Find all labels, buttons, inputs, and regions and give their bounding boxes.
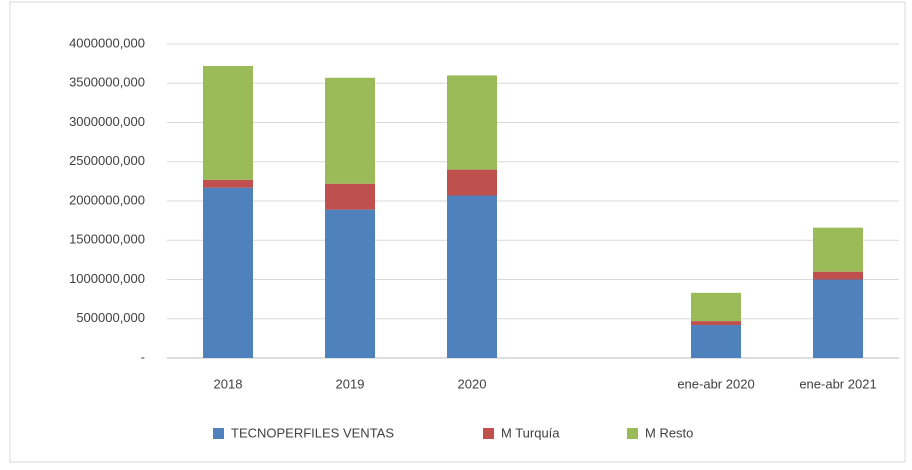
y-tick-label: 500000,000 [76, 310, 145, 325]
bar-segment [325, 77, 375, 184]
legend-label: TECNOPERFILES VENTAS [231, 425, 394, 440]
legend-swatch [627, 428, 638, 439]
y-tick-label: - [141, 349, 145, 364]
bar-segment [447, 195, 497, 358]
bar-segment [325, 209, 375, 358]
bar-segment [813, 271, 863, 280]
legend-label: M Turquía [501, 425, 560, 440]
bar-segment [691, 325, 741, 358]
legend-swatch [213, 428, 224, 439]
y-tick-label: 2000000,000 [69, 192, 145, 207]
bar-segment [447, 75, 497, 170]
bar-segment [813, 227, 863, 272]
legend-label: M Resto [645, 425, 693, 440]
bar-segment [203, 187, 253, 358]
x-tick-label: ene-abr 2021 [799, 376, 876, 391]
y-tick-label: 3500000,000 [69, 75, 145, 90]
x-tick-label: 2020 [458, 376, 487, 391]
legend-swatch [483, 428, 494, 439]
x-tick-label: ene-abr 2020 [677, 376, 754, 391]
bar-segment [203, 179, 253, 188]
y-tick-label: 1000000,000 [69, 271, 145, 286]
bar-segment [691, 321, 741, 326]
y-tick-label: 3000000,000 [69, 114, 145, 129]
x-tick-label: 2018 [214, 376, 243, 391]
x-tick-label: 2019 [336, 376, 365, 391]
bar-segment [325, 183, 375, 210]
bar-segment [813, 279, 863, 358]
bar-segment [691, 292, 741, 322]
y-tick-label: 4000000,000 [69, 35, 145, 50]
y-tick-label: 1500000,000 [69, 232, 145, 247]
bar-segment [203, 65, 253, 180]
bar-segment [447, 169, 497, 196]
y-tick-label: 2500000,000 [69, 153, 145, 168]
